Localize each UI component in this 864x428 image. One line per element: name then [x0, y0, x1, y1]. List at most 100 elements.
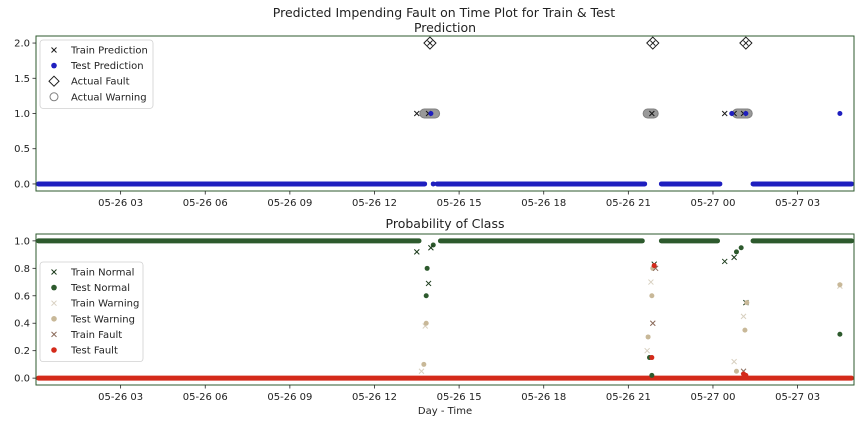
point-test-prediction	[428, 111, 434, 116]
point-train-warning	[740, 313, 747, 320]
point-train-normal-stroke-b	[413, 248, 420, 255]
x-tick-label: 05-26 03	[98, 392, 143, 403]
legend-label: Test Normal	[70, 283, 130, 294]
point-overlay-actual-fault	[649, 40, 656, 46]
point-actual-fault	[646, 36, 660, 50]
axes-title: Probability of Class	[386, 216, 505, 231]
run-test-prediction	[36, 181, 428, 187]
point-train-normal-stroke-b	[721, 258, 728, 265]
series-actual-warning	[419, 108, 753, 119]
x-tick-label: 05-26 15	[437, 392, 482, 403]
x-tick-label: 05-26 21	[606, 198, 651, 209]
run-test-prediction	[658, 181, 723, 187]
point-test-prediction	[430, 181, 436, 187]
point-test-fault	[651, 263, 657, 269]
x-tick-label: 05-27 03	[775, 392, 820, 403]
run-test-prediction	[434, 181, 648, 187]
point-train-normal	[721, 258, 728, 265]
point-actual-fault	[423, 36, 437, 50]
x-tick-label: 05-27 00	[690, 198, 735, 209]
point-test-fault	[649, 355, 655, 361]
points-train-prediction	[413, 110, 747, 117]
legend-marker	[51, 269, 57, 275]
point-train-prediction	[721, 110, 728, 117]
y-tick-label: 0.8	[14, 264, 30, 275]
axes-frame	[35, 233, 855, 386]
points-train-warning	[418, 279, 843, 375]
y-tick-label: 0.0	[14, 179, 30, 190]
y-tick-label: 2.0	[14, 39, 30, 50]
point-train-warning-stroke-b	[731, 358, 737, 365]
x-tick-label: 05-26 03	[98, 198, 143, 209]
point-test-warning	[742, 327, 748, 333]
point-train-fault-stroke-b	[649, 320, 656, 327]
x-tick-label: 05-26 12	[352, 392, 397, 403]
prediction-chart: Prediction 0.0 0.5 1.0 1.5 2.0 05-26 03 05-26 0…	[14, 20, 855, 209]
point-train-warning-stroke-b	[740, 313, 747, 320]
legend-marker	[48, 75, 60, 87]
point-overlay-actual-fault-stroke-b	[743, 40, 749, 46]
run-actual-warning	[731, 108, 753, 119]
point-train-fault	[649, 320, 656, 327]
point-test-fault	[743, 372, 749, 378]
point-train-prediction-stroke-b	[721, 110, 728, 117]
point-test-warning	[649, 293, 655, 299]
point-test-warning	[733, 368, 739, 374]
legend: Train Prediction Test Prediction Actual Fa…	[39, 39, 154, 109]
point-train-normal-stroke-b	[428, 244, 434, 251]
points-test-prediction	[428, 111, 843, 187]
point-train-prediction-stroke-b	[648, 110, 655, 117]
legend-label: Actual Fault	[71, 77, 130, 88]
x-axis-label: Day - Time	[418, 406, 472, 417]
point-train-warning-stroke-b	[644, 347, 651, 354]
point-train-normal	[425, 280, 432, 287]
point-test-normal	[738, 245, 744, 251]
point-train-normal-stroke-b	[731, 254, 737, 261]
series-test-fault	[36, 375, 854, 381]
point-train-prediction	[413, 110, 420, 117]
x-tick-label: 05-26 06	[183, 198, 228, 209]
points-train-normal	[413, 244, 749, 306]
x-tick-label: 05-26 09	[267, 392, 312, 403]
point-train-warning	[648, 279, 654, 285]
legend-label: Train Prediction	[70, 46, 148, 57]
x-tick-label: 05-26 06	[183, 392, 228, 403]
legend: Train Normal Test Normal Train Warning Test…	[39, 261, 144, 362]
legend-label: Test Fault	[70, 346, 118, 357]
legend-box	[39, 39, 154, 109]
point-actual-fault	[739, 36, 753, 50]
point-overlay-actual-fault	[743, 40, 749, 46]
x-tick-label: 05-26 21	[606, 392, 651, 403]
point-test-warning	[645, 334, 651, 340]
point-train-fault-stroke-b	[652, 265, 659, 272]
point-overlay-actual-fault-stroke-b	[649, 40, 656, 46]
points-test-warning	[421, 265, 843, 374]
point-train-normal	[413, 248, 420, 255]
point-train-prediction	[648, 110, 655, 117]
x-tick-label: 05-26 12	[352, 198, 397, 209]
plot-area	[36, 238, 854, 381]
run-test-normal	[658, 238, 721, 244]
run-actual-warning	[642, 108, 659, 119]
y-tick-label: 1.0	[14, 236, 30, 247]
legend-marker	[51, 47, 57, 53]
legend-marker	[51, 284, 57, 291]
point-train-normal	[428, 244, 434, 251]
legend-label: Train Fault	[70, 330, 122, 341]
point-train-prediction-stroke-b	[413, 110, 420, 117]
figure-title: Predicted Impending Fault on Time Plot f…	[273, 5, 615, 20]
y-tick-label: 1.5	[14, 74, 30, 85]
points-test-fault	[649, 263, 749, 378]
point-test-prediction	[743, 111, 749, 116]
point-overlay-actual-fault	[427, 40, 433, 46]
point-test-normal	[837, 331, 843, 337]
legend-marker	[51, 62, 57, 69]
point-test-normal	[649, 372, 655, 378]
x-tick-label: 05-27 00	[690, 392, 735, 403]
point-train-normal	[731, 254, 737, 261]
legend-label: Actual Warning	[71, 92, 147, 103]
point-test-warning	[744, 300, 750, 306]
y-tick-label: 0.2	[14, 346, 30, 357]
legend-label: Test Prediction	[70, 61, 144, 72]
legend-label: Train Normal	[70, 268, 134, 279]
